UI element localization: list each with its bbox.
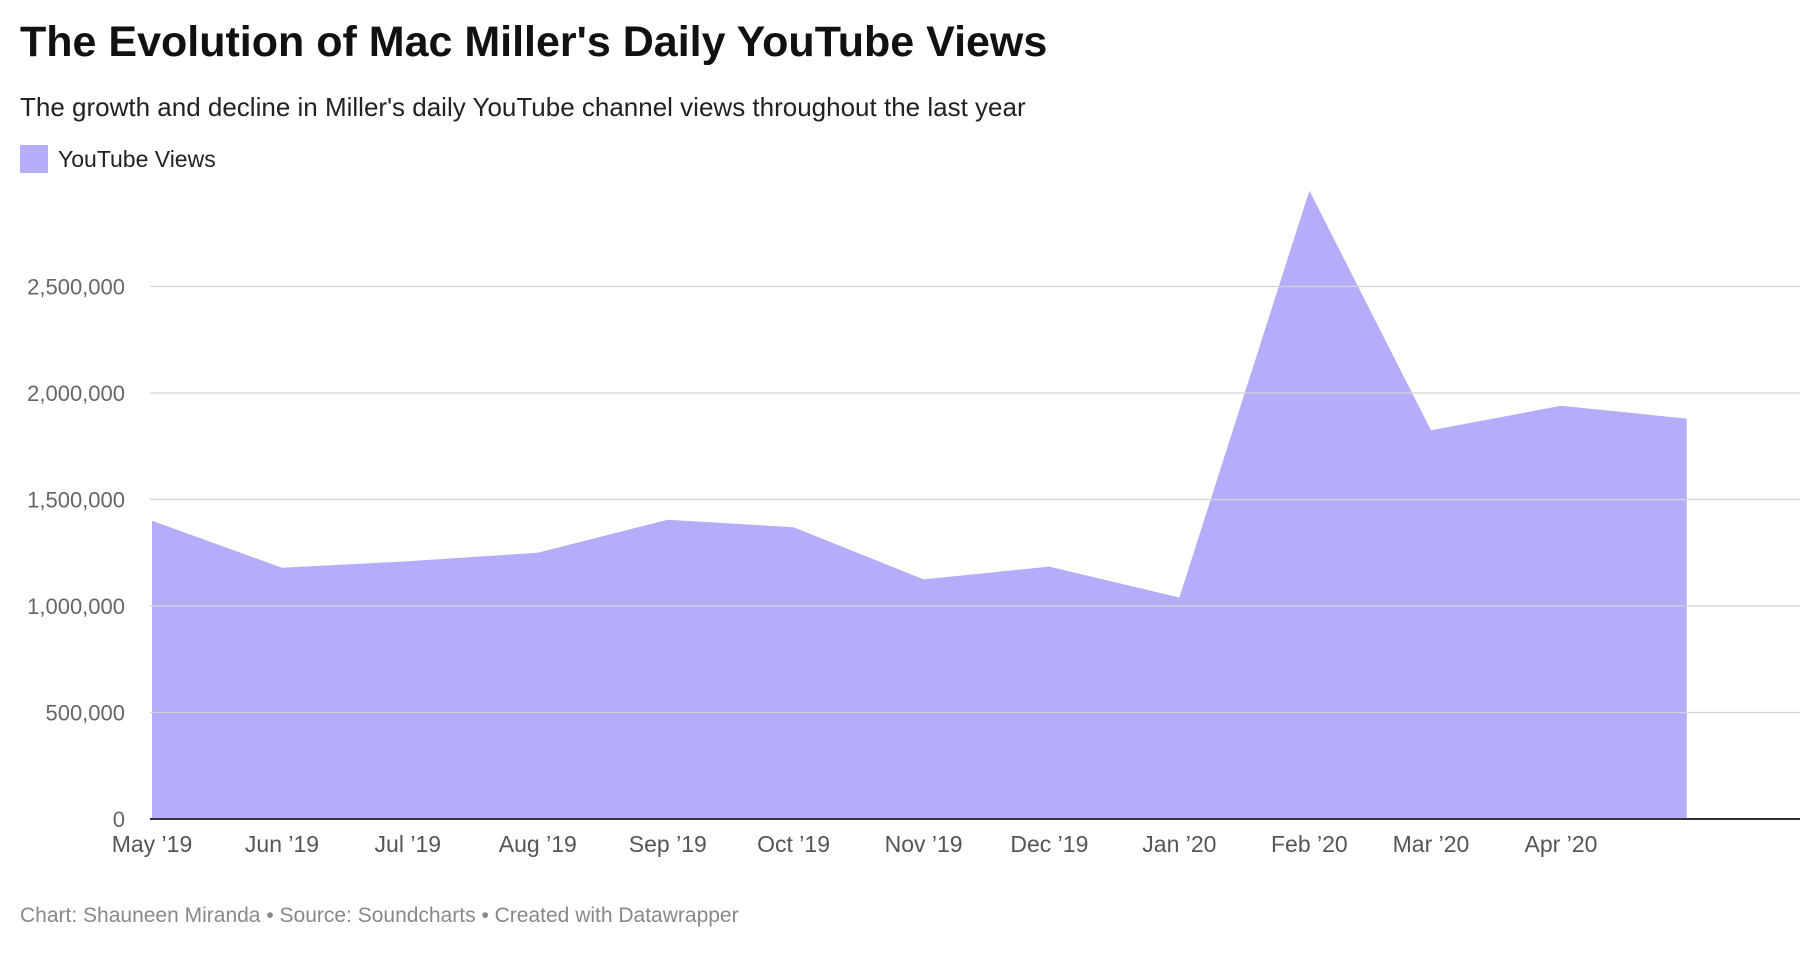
legend: YouTube Views [20,145,216,173]
x-tick-label: Jan ’20 [1142,831,1216,857]
legend-label: YouTube Views [58,145,216,172]
y-tick-label: 500,000 [45,701,125,726]
area-series-0 [152,190,1687,820]
y-tick-label: 0 [113,807,125,832]
y-tick-label: 2,000,000 [27,381,125,406]
x-tick-label: Apr ’20 [1525,831,1598,857]
y-tick-label: 1,000,000 [27,594,125,619]
x-tick-label: Dec ’19 [1010,831,1088,857]
x-tick-label: Jun ’19 [245,831,319,857]
x-tick-label: Nov ’19 [885,831,963,857]
x-tick-label: Aug ’19 [499,831,577,857]
x-tick-label: Feb ’20 [1271,831,1348,857]
y-tick-label: 1,500,000 [27,488,125,513]
x-tick-label: May ’19 [112,831,193,857]
x-tick-label: Mar ’20 [1393,831,1470,857]
y-tick-label: 2,500,000 [27,275,125,300]
chart-subtitle: The growth and decline in Miller's daily… [20,92,1026,122]
x-tick-label: Jul ’19 [375,831,441,857]
chart-credits: Chart: Shauneen Miranda • Source: Soundc… [20,904,739,927]
x-tick-label: Sep ’19 [629,831,707,857]
chart-title: The Evolution of Mac Miller's Daily YouT… [20,18,1048,66]
x-tick-label: Oct ’19 [757,831,830,857]
legend-swatch [20,145,48,173]
